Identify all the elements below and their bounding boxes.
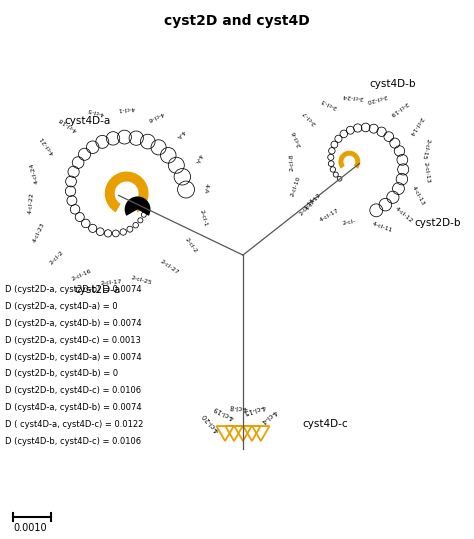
Text: 2-cl-14: 2-cl-14 [408, 116, 424, 136]
Text: 2-cl-1: 2-cl-1 [199, 209, 208, 227]
Text: cyst4D-c: cyst4D-c [302, 419, 348, 429]
Text: 2-cl-10: 2-cl-10 [290, 175, 301, 197]
Text: 4-cl-5: 4-cl-5 [87, 106, 105, 116]
Text: 4-cl-12: 4-cl-12 [393, 206, 413, 224]
Text: 2-cl-16: 2-cl-16 [71, 268, 92, 281]
Text: D ( cyst4D-a, cyst4D-c) = 0.0122: D ( cyst4D-a, cyst4D-c) = 0.0122 [5, 420, 144, 429]
Text: 4-cl-12: 4-cl-12 [305, 192, 322, 212]
Text: 4-A: 4-A [175, 128, 186, 139]
Text: 2-cl-27: 2-cl-27 [158, 259, 179, 275]
Text: 2-cl-6: 2-cl-6 [291, 129, 302, 147]
Text: D (cyst2D-a, cyst4D-a) = 0: D (cyst2D-a, cyst4D-a) = 0 [5, 302, 118, 311]
Text: 4-cl-1: 4-cl-1 [118, 105, 135, 112]
Text: 4-cl-20: 4-cl-20 [201, 411, 221, 433]
Text: 2-cl-2: 2-cl-2 [49, 249, 65, 265]
Text: 4-cl-23: 4-cl-23 [33, 222, 46, 243]
Text: 0.0010: 0.0010 [13, 522, 47, 533]
Text: D (cyst2D-b, cyst4D-c) = 0.0106: D (cyst2D-b, cyst4D-c) = 0.0106 [5, 386, 142, 395]
Text: 2-cl-7: 2-cl-7 [302, 109, 318, 126]
Text: 2-cl-8: 2-cl-8 [289, 153, 294, 171]
Text: 4-A: 4-A [203, 182, 209, 193]
Text: 2-cl-19: 2-cl-19 [389, 100, 409, 117]
Text: 4-cl-11: 4-cl-11 [372, 221, 393, 233]
Text: 2-cl-15: 2-cl-15 [420, 137, 430, 160]
Wedge shape [338, 151, 360, 169]
Text: 4-cl-17: 4-cl-17 [319, 208, 340, 223]
Text: 2-cl-17: 2-cl-17 [100, 279, 122, 286]
Text: D (cyst2D-a, cyst4D-b) = 0.0074: D (cyst2D-a, cyst4D-b) = 0.0074 [5, 319, 142, 328]
Text: 4-cl-15: 4-cl-15 [243, 403, 266, 415]
Text: 2-cl-3: 2-cl-3 [320, 97, 338, 109]
Text: 2-cl-13: 2-cl-13 [422, 162, 430, 184]
Text: 4-A: 4-A [193, 153, 202, 164]
Text: 4-cl-18: 4-cl-18 [58, 115, 79, 132]
Wedge shape [125, 196, 151, 216]
Text: 4-cl-19: 4-cl-19 [212, 404, 235, 420]
Text: 2-cl-25: 2-cl-25 [130, 275, 153, 285]
Text: 4-cl-22: 4-cl-22 [28, 192, 35, 214]
Text: D (cyst2D-b, cyst4D-a) = 0.0074: D (cyst2D-b, cyst4D-a) = 0.0074 [5, 353, 142, 362]
Text: cyst2D-a: cyst2D-a [74, 285, 120, 295]
Text: cyst4D-a: cyst4D-a [64, 116, 110, 126]
Text: D (cyst4D-a, cyst4D-b) = 0.0074: D (cyst4D-a, cyst4D-b) = 0.0074 [5, 403, 142, 412]
Text: 2-cl-20: 2-cl-20 [365, 93, 388, 103]
Text: 4-cl-24: 4-cl-24 [29, 162, 39, 184]
Text: 2-cl-2: 2-cl-2 [183, 237, 198, 254]
Text: 2-cl-11: 2-cl-11 [299, 197, 316, 217]
Wedge shape [105, 171, 148, 212]
Text: D (cyst4D-b, cyst4D-c) = 0.0106: D (cyst4D-b, cyst4D-c) = 0.0106 [5, 437, 142, 446]
Text: cyst2D-b: cyst2D-b [414, 218, 460, 229]
Text: cyst2D and cyst4D: cyst2D and cyst4D [164, 13, 310, 27]
Text: 4-cl-21: 4-cl-21 [39, 135, 55, 156]
Text: D (cyst2D-a, cyst4D-c) = 0.0013: D (cyst2D-a, cyst4D-c) = 0.0013 [5, 336, 141, 344]
Text: cyst4D-b: cyst4D-b [369, 79, 416, 89]
Text: 2-cl-24: 2-cl-24 [341, 93, 364, 100]
Text: 2-cl-: 2-cl- [342, 219, 356, 226]
Text: D (cyst2D-b, cyst4D-b) = 0: D (cyst2D-b, cyst4D-b) = 0 [5, 369, 118, 378]
Text: 4-cl-6: 4-cl-6 [146, 110, 164, 122]
Text: 4-cl-13: 4-cl-13 [411, 185, 426, 206]
Text: 4-cl-4: 4-cl-4 [259, 408, 278, 424]
Text: D (cyst2D-a, cyst2D-b) = 0.0074: D (cyst2D-a, cyst2D-b) = 0.0074 [5, 285, 142, 294]
Text: 4-cl-8: 4-cl-8 [229, 404, 248, 411]
